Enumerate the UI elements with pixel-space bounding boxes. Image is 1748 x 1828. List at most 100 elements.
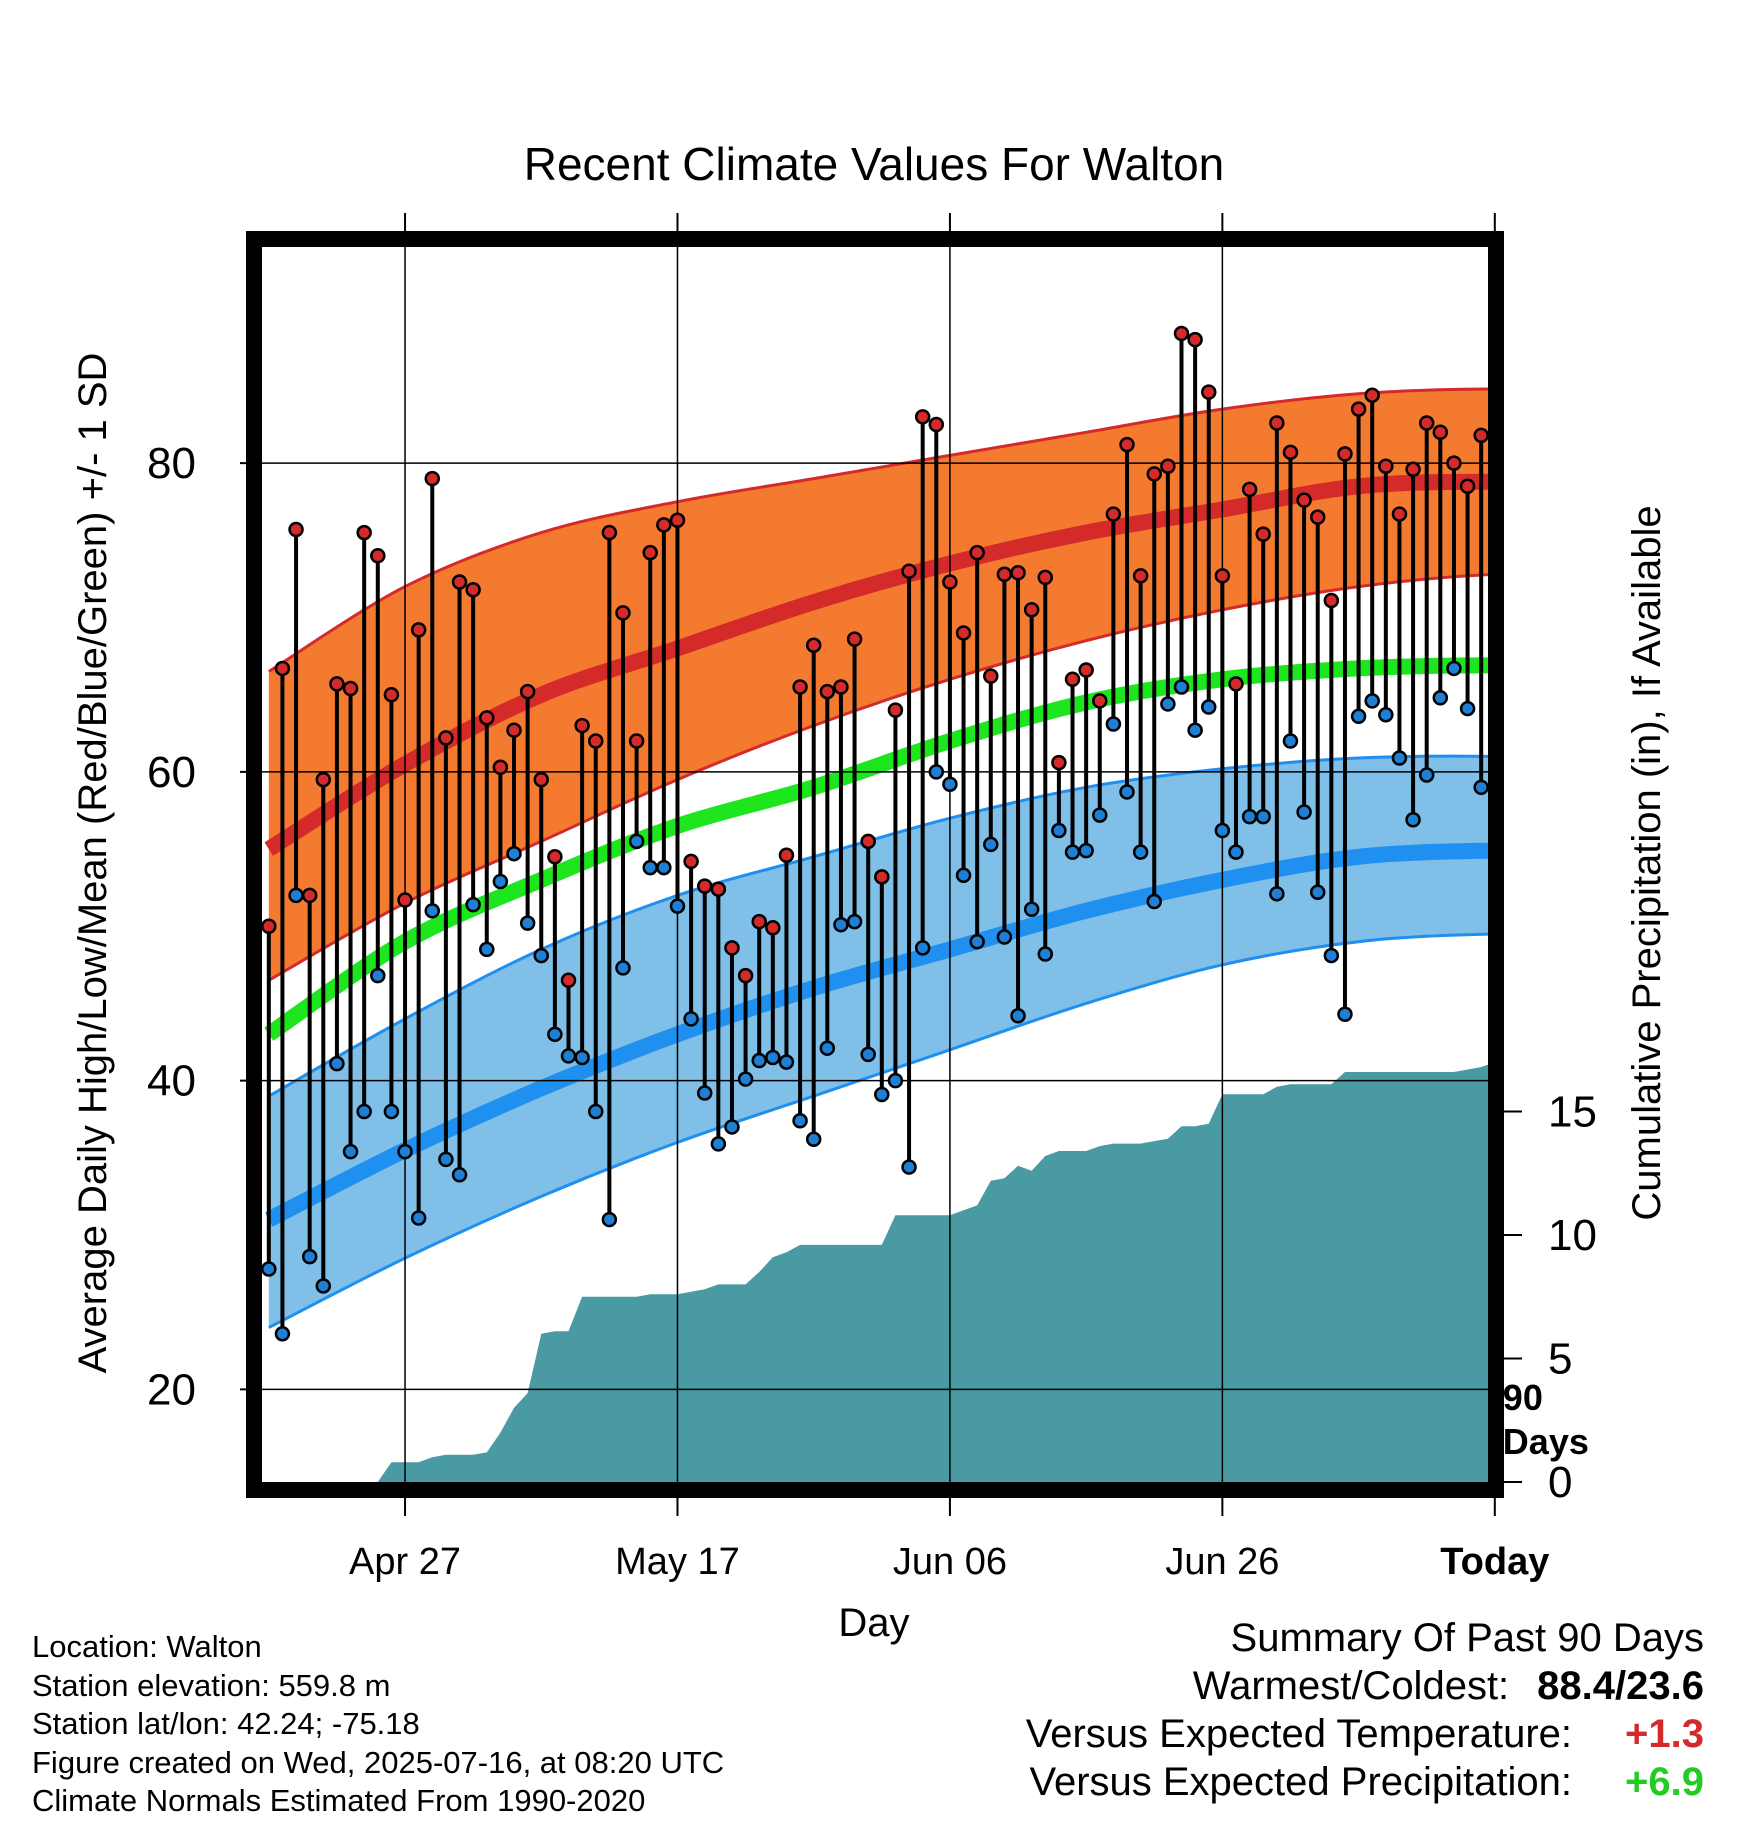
low-point	[1187, 722, 1203, 738]
high-point	[805, 637, 822, 654]
high-point	[1269, 415, 1285, 431]
high-point	[370, 548, 386, 564]
high-point	[1364, 387, 1380, 403]
high-point	[438, 730, 454, 746]
summary-title: Summary Of Past 90 Days	[1230, 1616, 1704, 1660]
high-point	[519, 683, 536, 700]
low-point	[1296, 804, 1312, 820]
warmest-coldest-row: Warmest/Coldest: 88.4/23.6	[1026, 1662, 1704, 1710]
temperature-anomaly-value: +1.3	[1625, 1712, 1704, 1756]
y2-axis-label: Cumulative Precipitation (in), If Availa…	[1625, 505, 1669, 1220]
low-point	[792, 1113, 808, 1129]
high-point	[479, 710, 495, 726]
low-point	[397, 1143, 413, 1160]
high-point	[1173, 325, 1190, 342]
low-normal-band	[268, 756, 1488, 1328]
low-point	[669, 898, 686, 914]
low-point	[1391, 750, 1408, 766]
high-point	[1459, 478, 1476, 495]
high-point	[1241, 481, 1258, 498]
low-point	[1173, 679, 1190, 695]
high-point	[424, 470, 441, 487]
low-point	[1200, 699, 1217, 715]
high-point	[792, 679, 808, 695]
low-point	[914, 940, 931, 956]
low-point	[1010, 1008, 1026, 1024]
station-metadata: Location: Walton Station elevation: 559.…	[32, 1628, 724, 1821]
low-point	[329, 1055, 345, 1072]
y-tick-label: 80	[147, 439, 196, 488]
low-point	[942, 776, 958, 792]
low-point	[342, 1143, 359, 1160]
high-point	[1078, 662, 1094, 678]
high-point	[1405, 461, 1421, 478]
low-point	[370, 967, 386, 984]
high-point	[1010, 564, 1026, 581]
high-band-lower-edge	[268, 573, 1488, 982]
low-point	[1323, 947, 1340, 964]
high-point	[1228, 676, 1244, 692]
low-point	[1282, 733, 1299, 749]
location-text: Location: Walton	[32, 1629, 262, 1664]
low-point	[696, 1085, 713, 1101]
low-point	[1064, 844, 1081, 860]
low-point	[274, 1326, 291, 1342]
high-point	[274, 660, 291, 677]
temperature-anomaly-label: Versus Expected Temperature:	[1025, 1712, 1572, 1756]
high-point	[887, 702, 904, 718]
high-point	[1051, 754, 1067, 771]
high-point	[492, 759, 509, 775]
x-tick-label: Today	[1440, 1541, 1549, 1583]
high-point	[1350, 401, 1367, 417]
high-point	[724, 940, 740, 956]
low-point	[506, 845, 522, 862]
chart-title: Recent Climate Values For Walton	[524, 138, 1225, 190]
y2-tick-label: 5	[1548, 1335, 1572, 1384]
precipitation-area	[262, 1064, 1488, 1482]
high-point	[465, 581, 481, 598]
low-point	[1037, 946, 1054, 962]
high-point	[1337, 446, 1353, 462]
warmest-coldest-value: 88.4/23.6	[1537, 1664, 1704, 1708]
high-point	[1432, 424, 1449, 440]
low-point	[356, 1103, 372, 1120]
high-point	[942, 574, 958, 590]
high-point	[261, 918, 277, 934]
low-point	[628, 833, 645, 850]
high-point	[669, 512, 686, 528]
y2-tick-label: 15	[1548, 1088, 1597, 1137]
high-point	[833, 679, 849, 695]
low-point	[874, 1086, 890, 1103]
high-point	[301, 887, 318, 904]
high-point	[587, 733, 604, 749]
low-point	[1078, 842, 1094, 859]
low-point	[410, 1210, 427, 1226]
high-point	[315, 771, 332, 788]
low-point	[1146, 893, 1163, 910]
low-point	[315, 1278, 332, 1294]
low-point	[901, 1159, 917, 1175]
precipitation-anomaly-value: +6.9	[1625, 1760, 1704, 1804]
high-point	[1418, 415, 1435, 431]
low-point	[778, 1054, 795, 1070]
low-point	[1378, 707, 1394, 723]
low-point	[1214, 822, 1231, 839]
high-point	[955, 625, 972, 641]
high-point	[329, 676, 345, 692]
plot-frame	[246, 231, 1504, 1498]
high-point	[1309, 509, 1326, 525]
high-point	[1255, 526, 1271, 542]
low-point	[737, 1071, 754, 1087]
low-point	[533, 947, 550, 964]
low-point	[860, 1046, 876, 1063]
x-axis-label: Day	[838, 1601, 909, 1645]
low-point	[261, 1261, 277, 1277]
low-point	[383, 1103, 400, 1120]
high-point	[656, 517, 672, 533]
high-point	[628, 733, 645, 749]
low-point	[1309, 884, 1326, 901]
low-point	[996, 929, 1013, 945]
high-point	[1473, 427, 1489, 444]
low-point	[1228, 844, 1244, 860]
